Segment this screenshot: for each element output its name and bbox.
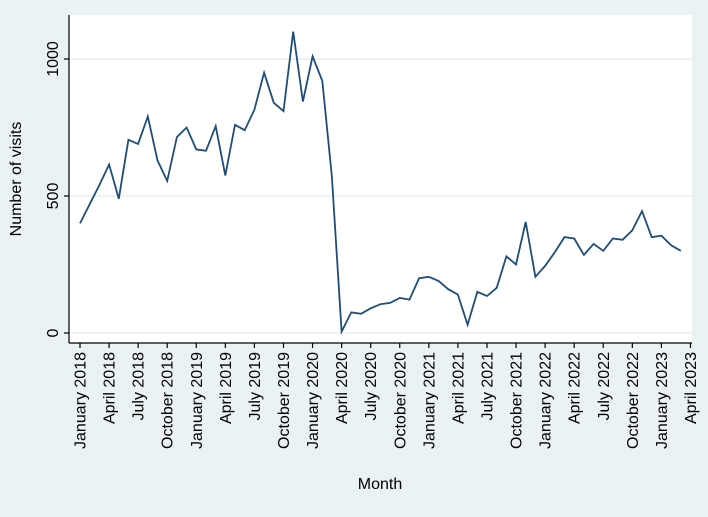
visits-line bbox=[79, 31, 682, 335]
x-tick-label: January 2018 bbox=[73, 352, 90, 449]
x-tick-label: July 2020 bbox=[363, 352, 380, 421]
x-tick-label: July 2019 bbox=[247, 352, 264, 421]
x-tick-label: January 2023 bbox=[654, 352, 671, 449]
x-tick-label: April 2019 bbox=[218, 352, 235, 424]
plot-area bbox=[69, 15, 692, 343]
x-tick-label: July 2022 bbox=[596, 352, 613, 421]
x-tick-label: October 2021 bbox=[509, 352, 526, 449]
x-tick-label: October 2018 bbox=[160, 352, 177, 449]
x-tick-label: April 2018 bbox=[102, 352, 119, 424]
x-tick-label: January 2022 bbox=[538, 352, 555, 449]
x-tick-label: April 2021 bbox=[450, 352, 467, 424]
x-tick-label: January 2019 bbox=[189, 352, 206, 449]
y-tick-label: 500 bbox=[45, 183, 62, 210]
y-axis-title: Number of visits bbox=[8, 122, 25, 237]
x-tick-label: April 2020 bbox=[334, 352, 351, 424]
x-tick-label: April 2023 bbox=[683, 352, 700, 424]
x-tick-label: October 2019 bbox=[276, 352, 293, 449]
x-tick-label: April 2022 bbox=[567, 352, 584, 424]
y-tick-label: 1000 bbox=[45, 41, 62, 77]
x-axis-title: Month bbox=[358, 476, 402, 493]
x-tick-label: July 2021 bbox=[480, 352, 497, 421]
x-tick-label: October 2020 bbox=[392, 352, 409, 449]
x-tick-label: January 2021 bbox=[421, 352, 438, 449]
x-tick-label: October 2022 bbox=[625, 352, 642, 449]
x-tick-label: January 2020 bbox=[305, 352, 322, 449]
y-tick-label: 0 bbox=[45, 328, 62, 337]
x-tick-label: July 2018 bbox=[131, 352, 148, 421]
